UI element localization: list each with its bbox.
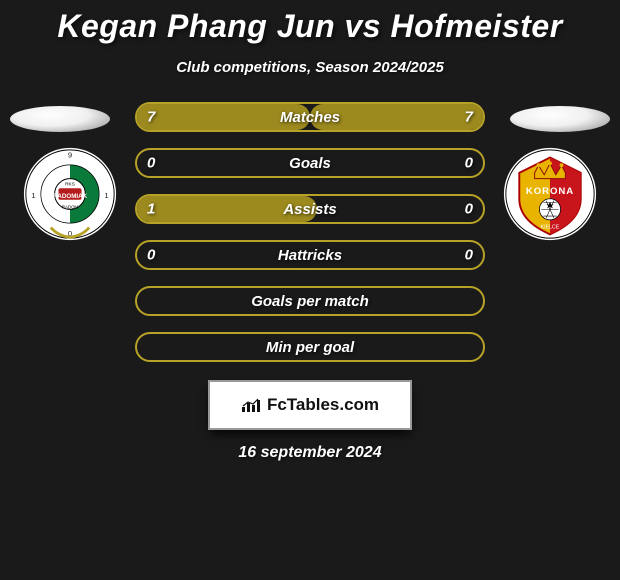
fctables-label: FcTables.com [267,395,379,415]
subtitle: Club competitions, Season 2024/2025 [0,59,620,76]
shadow-plate-right [510,106,610,132]
svg-text:KIELCE: KIELCE [541,225,560,231]
svg-text:RKS: RKS [65,181,75,187]
svg-text:RADOMIAK: RADOMIAK [53,193,88,200]
stat-value-left: 7 [147,109,155,126]
stat-label: Matches [280,109,340,126]
svg-text:1: 1 [104,191,108,200]
stat-value-left: 0 [147,247,155,264]
stats-column: 7 Matches 7 0 Goals 0 1 Assists 0 0 Hattricks 0 Goal… [135,102,485,362]
korona-logo: KORONA KIELCE [502,146,598,242]
stat-value-left: 0 [147,155,155,172]
stat-value-right: 0 [465,155,473,172]
shadow-plate-left [10,106,110,132]
stat-label: Goals [289,155,331,172]
stat-label: Hattricks [278,247,342,264]
comparison-panel: RADOMIAK RKS RADOM 9 1 1 0 KORONA KIELCE [0,102,620,362]
stat-bar-assists: 1 Assists 0 [135,194,485,224]
stat-bar-goals: 0 Goals 0 [135,148,485,178]
stat-bar-hattricks: 0 Hattricks 0 [135,240,485,270]
stat-value-right: 7 [465,109,473,126]
stat-bar-min-per-goal: Min per goal [135,332,485,362]
svg-text:9: 9 [68,151,72,160]
stat-bar-goals-per-match: Goals per match [135,286,485,316]
page-title: Kegan Phang Jun vs Hofmeister [0,0,620,45]
stat-value-right: 0 [465,247,473,264]
stat-label: Assists [283,201,336,218]
stat-label: Goals per match [251,293,369,310]
svg-text:RADOM: RADOM [62,204,78,209]
radomiak-logo: RADOMIAK RKS RADOM 9 1 1 0 [22,146,118,242]
fctables-badge[interactable]: FcTables.com [210,382,410,428]
stat-value-right: 0 [465,201,473,218]
svg-text:1: 1 [31,191,35,200]
stat-value-left: 1 [147,201,155,218]
footer-date: 16 september 2024 [0,444,620,462]
stat-label: Min per goal [266,339,354,356]
chart-icon [241,397,261,413]
stat-bar-matches: 7 Matches 7 [135,102,485,132]
svg-text:KORONA: KORONA [526,186,574,197]
